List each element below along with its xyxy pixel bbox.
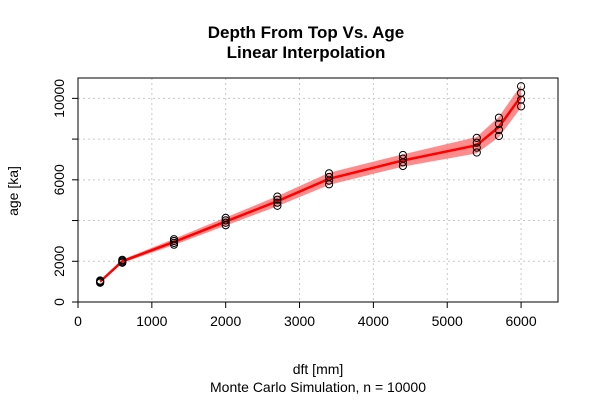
point-marker	[221, 216, 230, 225]
uncertainty-area	[100, 85, 522, 283]
series-line	[99, 95, 523, 283]
point-marker	[494, 113, 504, 122]
x-tick-label: 4000	[358, 313, 389, 329]
data-point	[96, 276, 105, 287]
chart-subtitle: Linear Interpolation	[227, 43, 386, 62]
x-tick-label: 1000	[136, 313, 167, 329]
x-tick-label: 2000	[210, 313, 241, 329]
point-marker	[221, 213, 230, 222]
data-points	[96, 82, 526, 287]
data-point	[398, 150, 408, 171]
data-point	[221, 213, 230, 230]
data-point	[273, 192, 282, 210]
point-marker	[472, 138, 481, 147]
y-axis-label: age [ka]	[5, 166, 21, 216]
y-tick-label: 6000	[51, 164, 67, 195]
point-marker	[516, 82, 526, 91]
data-point	[494, 113, 504, 141]
point-marker	[273, 198, 282, 207]
point-marker	[472, 133, 481, 142]
plot-area	[77, 77, 559, 303]
y-tick-label: 10000	[51, 79, 67, 118]
x-tick-label: 3000	[284, 313, 315, 329]
x-tick-label: 5000	[432, 313, 463, 329]
chart-caption: Monte Carlo Simulation, n = 10000	[210, 379, 426, 395]
point-marker	[494, 131, 504, 141]
point-marker	[273, 192, 282, 201]
point-marker	[398, 154, 408, 163]
point-marker	[221, 218, 230, 227]
point-marker	[118, 255, 127, 264]
point-marker	[96, 276, 105, 285]
point-marker	[472, 148, 481, 157]
median-line	[99, 95, 523, 283]
x-tick-label: 6000	[505, 313, 536, 329]
point-marker	[273, 201, 282, 210]
y-tick-label: 0	[51, 298, 67, 306]
chart-title: Depth From Top Vs. Age	[208, 23, 404, 42]
data-point	[516, 82, 526, 111]
point-marker	[324, 169, 334, 178]
data-point	[472, 133, 481, 157]
x-axis-label: dft [mm]	[293, 361, 344, 377]
y-axis: 0 2000 6000 10000	[51, 79, 78, 306]
grid	[77, 78, 558, 303]
point-marker	[324, 172, 334, 182]
uncertainty-band	[100, 85, 522, 283]
data-point	[169, 235, 179, 249]
point-marker	[472, 143, 481, 152]
point-marker	[494, 119, 504, 128]
y-tick-label: 2000	[51, 245, 67, 276]
point-marker	[494, 125, 504, 135]
data-point	[118, 255, 127, 267]
x-tick-label: 0	[74, 313, 82, 329]
point-marker	[169, 235, 179, 244]
point-marker	[273, 195, 282, 204]
x-axis: 0 1000 2000 3000 4000 5000 6000	[74, 302, 537, 329]
data-point	[324, 169, 334, 189]
point-marker	[398, 150, 408, 160]
